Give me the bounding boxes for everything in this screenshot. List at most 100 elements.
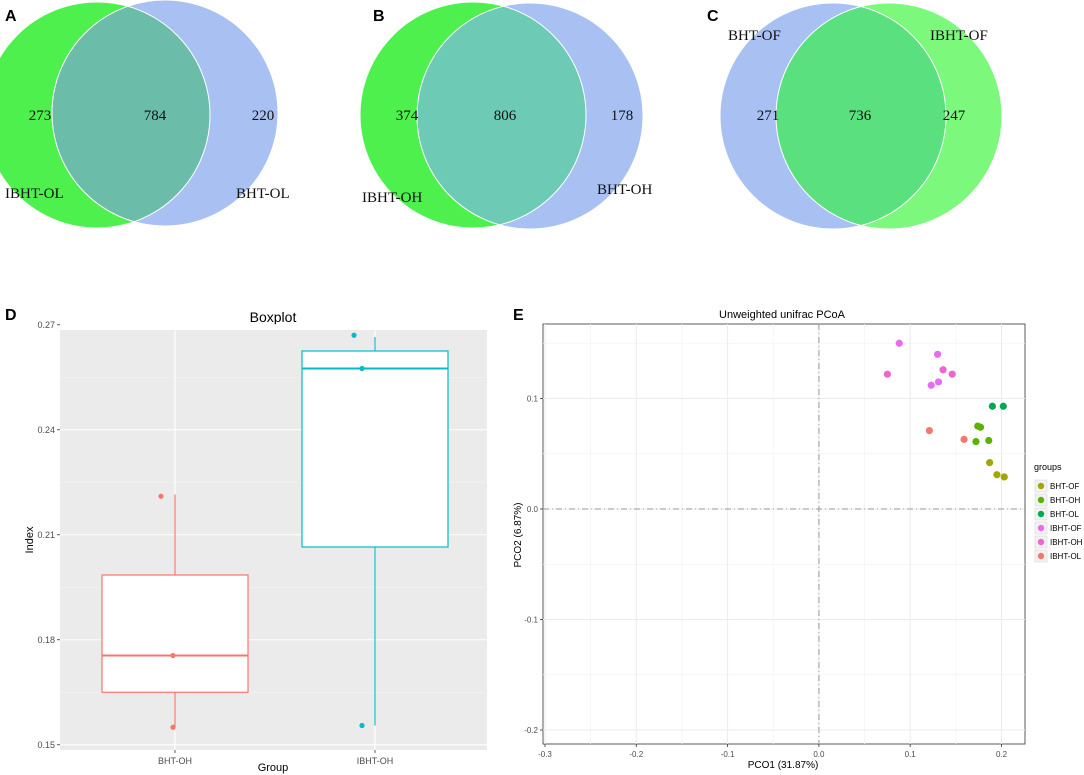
boxplot-y-tick-label: 0.18 bbox=[37, 635, 55, 645]
venn-c-left-label: BHT-OF bbox=[728, 28, 781, 44]
boxplot-y-ticks: 0.15 0.18 0.21 0.24 0.27 bbox=[37, 320, 60, 750]
boxplot-x-tick-label: IBHT-OH bbox=[357, 756, 394, 766]
panel-label-c: C bbox=[707, 8, 719, 25]
venn-b-left-outline bbox=[359, 1, 587, 229]
boxplot-box-body bbox=[101, 574, 249, 693]
pcoa-point-bht-oh bbox=[972, 437, 980, 446]
venn-b-right-outline bbox=[416, 2, 644, 230]
pcoa-y-title: PCO2 (6.87%) bbox=[513, 502, 524, 567]
venn-c-right-count: 247 bbox=[943, 108, 966, 124]
pcoa-gridlines bbox=[543, 324, 1025, 744]
pcoa-legend-swatch bbox=[1037, 482, 1045, 490]
pcoa-point-bht-ol bbox=[988, 402, 996, 410]
pcoa-legend-label: BHT-OF bbox=[1050, 482, 1079, 491]
pcoa-point-bht-of bbox=[986, 458, 994, 467]
venn-a-right-count: 220 bbox=[252, 108, 275, 124]
pcoa-ticks: -0.3 -0.2 -0.1 0.0 0.1 0.2 -0.2 -0.1 0.0 0.1 bbox=[524, 395, 1007, 760]
pcoa-legend-label: IBHT-OF bbox=[1050, 524, 1082, 533]
boxplot-title: Boxplot bbox=[250, 309, 297, 325]
venn-a-left-outline bbox=[0, 1, 211, 229]
pcoa-legend-swatch bbox=[1037, 496, 1045, 504]
boxplot-y-title: Index bbox=[24, 526, 36, 553]
venn-c-overlap-count: 736 bbox=[849, 108, 872, 124]
pcoa-panel-border bbox=[542, 323, 1026, 745]
pcoa-title: Unweighted unifrac PCoA bbox=[719, 309, 846, 321]
pcoa-point-ibht-oh bbox=[883, 370, 891, 378]
boxplot-data-point bbox=[359, 722, 365, 729]
pcoa-legend: groups BHT-OF BHT-OH BHT-OL IBHT-OF IBHT-OH I… bbox=[1034, 462, 1083, 563]
pcoa-point-ibht-ol bbox=[925, 426, 933, 435]
pcoa-point-bht-oh bbox=[976, 423, 985, 431]
venn-a-left-count: 273 bbox=[29, 108, 52, 124]
pcoa-legend-swatch bbox=[1037, 538, 1045, 546]
venn-c-right-outline bbox=[775, 2, 1003, 230]
boxplot-data-point bbox=[170, 724, 176, 730]
pcoa-point-ibht-of bbox=[933, 350, 942, 358]
pcoa-legend-label: IBHT-OL bbox=[1050, 552, 1082, 561]
boxplot-box-body bbox=[301, 350, 449, 548]
pcoa-e: E Unweighted unifrac PCoA -0.3 -0.2 -0.1 0.… bbox=[513, 307, 1083, 771]
venn-a: A 273 784 220 IBHT-OL BHT-OL bbox=[0, 0, 290, 229]
pcoa-x-tick-label: -0.3 bbox=[538, 750, 552, 759]
boxplot-y-tick-label: 0.27 bbox=[37, 320, 55, 330]
venn-b-right-label: BHT-OH bbox=[597, 182, 652, 198]
venn-a-left-label: IBHT-OL bbox=[5, 186, 64, 202]
venn-b: B 374 806 178 IBHT-OH BHT-OH bbox=[359, 1, 652, 230]
venn-b-left-label: IBHT-OH bbox=[362, 190, 422, 206]
venn-b-right-count: 178 bbox=[611, 108, 634, 124]
pcoa-legend-label: BHT-OL bbox=[1050, 510, 1079, 519]
pcoa-point-bht-oh bbox=[985, 436, 993, 445]
boxplot-boxes bbox=[101, 332, 449, 730]
pcoa-point-ibht-of bbox=[895, 339, 903, 347]
venn-a-right-outline bbox=[51, 0, 279, 227]
boxplot-x-title: Group bbox=[258, 762, 289, 774]
pcoa-point-ibht-ol bbox=[960, 435, 968, 443]
boxplot-box-ibht-oh bbox=[301, 332, 449, 729]
venn-a-overlap bbox=[52, 2, 210, 226]
venn-a-overlap-count: 784 bbox=[144, 108, 167, 124]
pcoa-point-bht-of bbox=[1000, 473, 1008, 481]
boxplot-box-bht-oh bbox=[101, 493, 249, 730]
venn-c-right-label: IBHT-OF bbox=[930, 28, 988, 44]
pcoa-legend-swatch bbox=[1037, 510, 1045, 518]
pcoa-point-ibht-oh bbox=[948, 370, 956, 378]
pcoa-legend-swatch bbox=[1037, 524, 1045, 532]
panel-label-d: D bbox=[5, 307, 17, 324]
venn-c-left-count: 271 bbox=[757, 108, 780, 124]
panel-label-e: E bbox=[513, 307, 524, 324]
venn-c: C 271 736 247 BHT-OF IBHT-OF bbox=[707, 2, 1003, 230]
pcoa-x-title: PCO1 (31.87%) bbox=[748, 760, 819, 771]
pcoa-point-bht-of bbox=[993, 471, 1001, 479]
pcoa-x-tick-label: 0.1 bbox=[905, 750, 917, 759]
pcoa-x-tick-label: -0.1 bbox=[721, 750, 735, 759]
pcoa-legend-label: IBHT-OH bbox=[1050, 538, 1083, 547]
venn-b-overlap bbox=[417, 3, 586, 228]
pcoa-x-tick-label: 0.2 bbox=[996, 750, 1008, 759]
pcoa-point-ibht-oh bbox=[939, 366, 947, 374]
pcoa-x-tick-label: -0.2 bbox=[629, 750, 643, 759]
boxplot-x-tick-label: BHT-OH bbox=[158, 756, 192, 766]
pcoa-legend-label: BHT-OH bbox=[1050, 496, 1080, 505]
pcoa-point-ibht-of bbox=[927, 381, 935, 389]
pcoa-legend-swatch bbox=[1037, 552, 1045, 560]
pcoa-legend-title: groups bbox=[1034, 462, 1062, 472]
boxplot-data-point bbox=[359, 365, 365, 372]
venn-a-right-label: BHT-OL bbox=[236, 186, 290, 202]
boxplot-y-tick-label: 0.15 bbox=[37, 740, 55, 750]
pcoa-point-bht-ol bbox=[999, 402, 1007, 410]
boxplot-y-tick-label: 0.21 bbox=[37, 530, 55, 540]
pcoa-y-tick-label: -0.1 bbox=[524, 616, 538, 625]
pcoa-x-tick-label: 0.0 bbox=[813, 750, 825, 759]
venn-c-left-outline bbox=[719, 2, 947, 230]
boxplot-data-point bbox=[158, 493, 164, 499]
pcoa-point-ibht-of bbox=[934, 378, 943, 386]
pcoa-points bbox=[883, 339, 1008, 481]
pcoa-y-tick-label: 0.0 bbox=[527, 505, 539, 514]
venn-b-overlap-count: 806 bbox=[494, 108, 517, 124]
pcoa-y-tick-label: 0.1 bbox=[527, 395, 539, 404]
boxplot-x-ticks: BHT-OH IBHT-OH bbox=[158, 750, 393, 766]
panel-label-a: A bbox=[5, 8, 17, 25]
boxplot-data-point bbox=[170, 652, 176, 659]
venn-b-left-count: 374 bbox=[396, 108, 419, 124]
